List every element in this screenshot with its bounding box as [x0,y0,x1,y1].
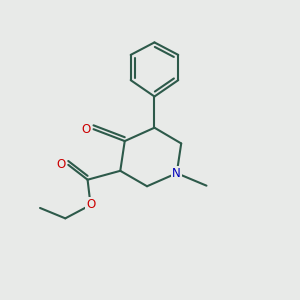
Text: O: O [82,123,91,136]
Text: O: O [56,158,65,171]
Text: N: N [172,167,181,180]
Text: O: O [86,199,95,212]
